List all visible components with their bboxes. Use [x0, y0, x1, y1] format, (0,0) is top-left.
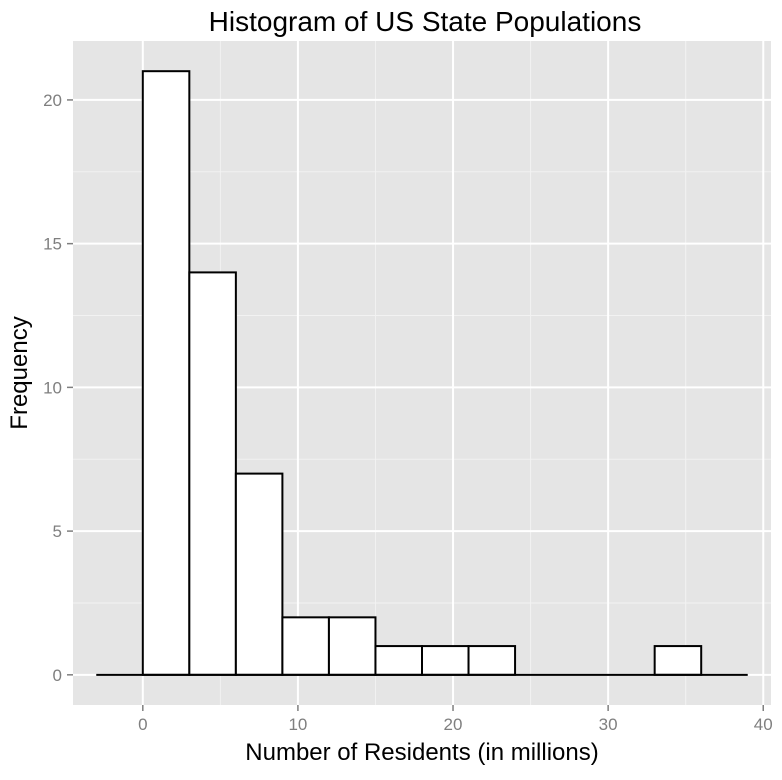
- histogram-bar: [188, 271, 237, 676]
- x-tick-label: 30: [599, 715, 618, 734]
- y-axis-label: Frequency: [6, 316, 33, 429]
- x-tick-label: 40: [754, 715, 773, 734]
- x-tick-label: 10: [288, 715, 307, 734]
- histogram-bar: [374, 645, 424, 676]
- histogram-bar: [653, 645, 703, 676]
- y-tick-label: 20: [43, 91, 62, 110]
- histogram-bar: [327, 616, 377, 676]
- histogram-bar: [281, 616, 330, 676]
- chart-title: Histogram of US State Populations: [209, 6, 642, 37]
- y-tick-label: 5: [53, 522, 62, 541]
- x-axis-label: Number of Residents (in millions): [245, 739, 598, 766]
- histogram-bar: [467, 645, 517, 676]
- histogram-bar: [141, 70, 191, 676]
- y-tick-label: 0: [53, 666, 62, 685]
- x-axis: 0 10 20 30 40: [138, 705, 773, 734]
- y-tick-label: 10: [43, 378, 62, 397]
- x-tick-label: 0: [138, 715, 147, 734]
- histogram-bar: [234, 472, 284, 676]
- histogram-bar: [421, 645, 470, 676]
- y-tick-label: 15: [43, 235, 62, 254]
- bars: [96, 70, 748, 676]
- y-axis: 0 5 10 15 20: [43, 91, 73, 685]
- x-tick-label: 20: [444, 715, 463, 734]
